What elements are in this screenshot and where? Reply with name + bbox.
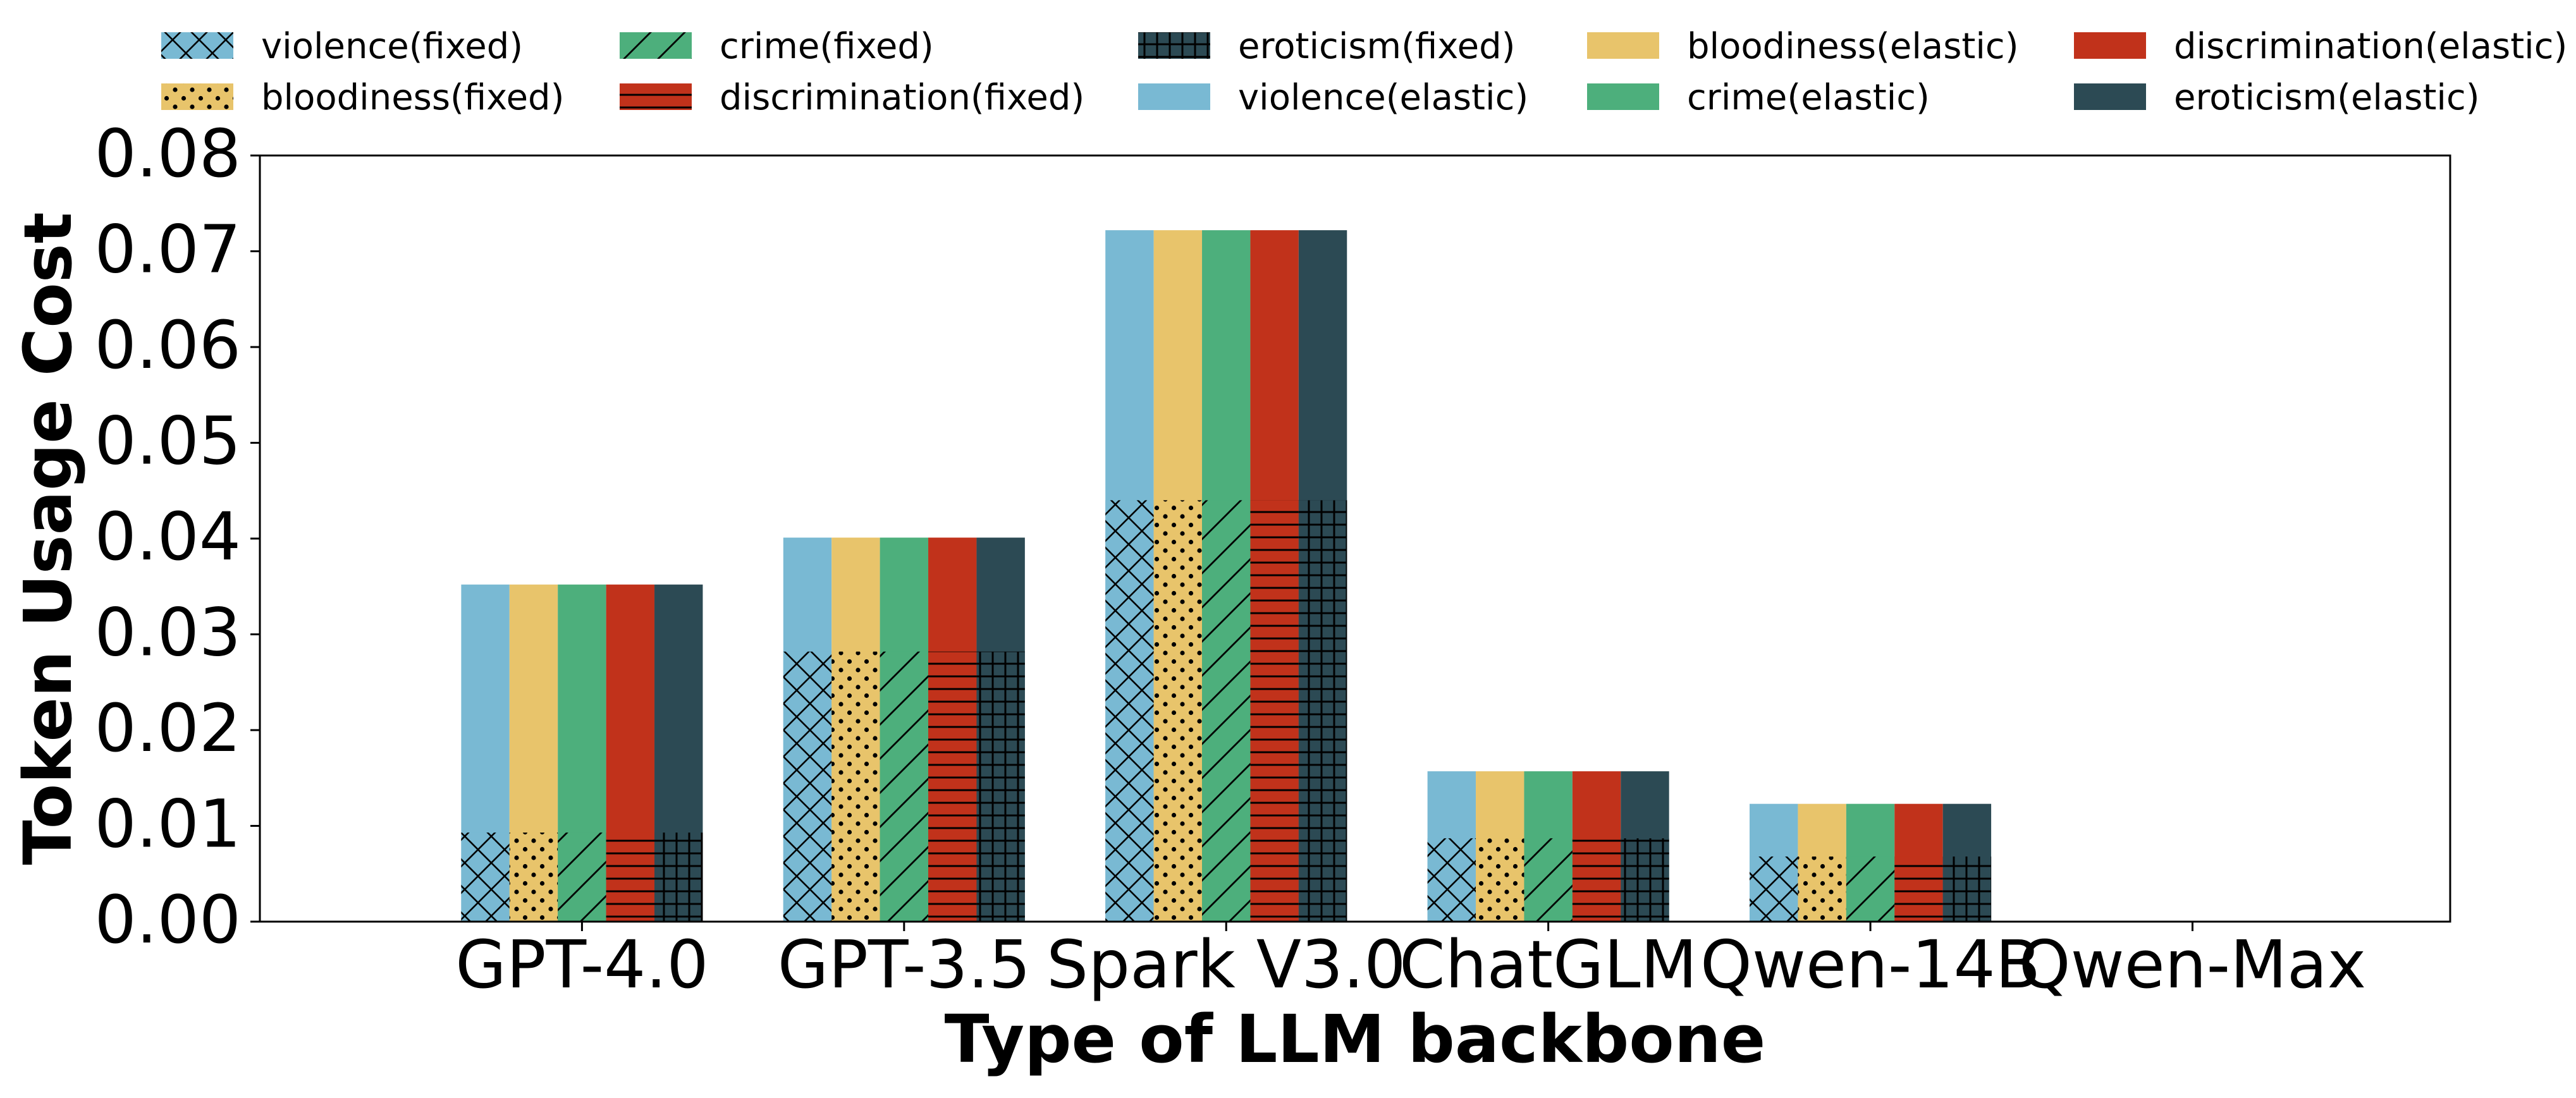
eroticism-fixed-bar-qwen-14b-hatch [1942, 856, 1992, 922]
y-tick-label: 0.00 [94, 881, 241, 958]
crime-fixed-bar-qwen-14b-hatch [1846, 856, 1895, 922]
eroticism-fixed-bar-gpt-3-5-hatch [976, 651, 1025, 922]
legend-item-discrimination-fixed: discrimination(fixed) [620, 77, 1084, 118]
legend-swatch [1587, 83, 1659, 110]
bars-layer [461, 230, 1992, 922]
x-axis-title: Type of LLM backbone [945, 1001, 1766, 1078]
x-tick-label-chatglm: ChatGLM [1399, 926, 1697, 1003]
legend-item-violence-fixed: violence(fixed) [161, 26, 523, 67]
violence-fixed-bar-chatglm-hatch [1427, 838, 1476, 922]
legend-label: crime(elastic) [1687, 77, 1930, 118]
legend-label: discrimination(elastic) [2174, 26, 2567, 67]
x-tick-label-spark-v3-0: Spark V3.0 [1046, 926, 1406, 1003]
discrimination-fixed-bar-spark-v3-0-hatch [1250, 500, 1299, 922]
legend-swatch-hatch [161, 83, 233, 110]
crime-fixed-bar-gpt-4-0-hatch [558, 833, 606, 922]
x-tick-label-qwen-max: Qwen-Max [2019, 926, 2366, 1003]
legend-swatch [1138, 83, 1210, 110]
legend-label: violence(fixed) [261, 26, 523, 67]
violence-fixed-bar-qwen-14b-hatch [1750, 856, 1798, 922]
legend-label: crime(fixed) [720, 26, 934, 67]
y-tick-label: 0.05 [94, 403, 241, 480]
violence-fixed-bar-spark-v3-0-hatch [1105, 500, 1154, 922]
y-tick-label: 0.06 [94, 307, 241, 384]
legend-item-discrimination-elastic: discrimination(elastic) [2074, 26, 2567, 67]
discrimination-fixed-bar-qwen-14b-hatch [1894, 856, 1943, 922]
legend-item-bloodiness-elastic: bloodiness(elastic) [1587, 26, 2019, 67]
y-tick-label: 0.01 [94, 786, 241, 863]
bloodiness-fixed-bar-spark-v3-0-hatch [1153, 500, 1203, 922]
legend-item-bloodiness-fixed: bloodiness(fixed) [161, 77, 564, 118]
legend-label: eroticism(fixed) [1238, 26, 1515, 67]
legend: violence(fixed) bloodiness(fixed) crime(fi… [161, 26, 2567, 118]
legend-item-eroticism-fixed: eroticism(fixed) [1138, 26, 1515, 67]
eroticism-fixed-bar-chatglm-hatch [1621, 838, 1669, 922]
bloodiness-fixed-bar-gpt-4-0-hatch [509, 833, 558, 922]
legend-item-violence-elastic: violence(elastic) [1138, 77, 1528, 118]
x-tick-label-gpt-4-0: GPT-4.0 [455, 926, 708, 1003]
bloodiness-fixed-bar-qwen-14b-hatch [1798, 856, 1846, 922]
discrimination-fixed-bar-chatglm-hatch [1572, 838, 1621, 922]
crime-fixed-bar-chatglm-hatch [1524, 838, 1573, 922]
bloodiness-fixed-bar-gpt-3-5-hatch [831, 651, 880, 922]
eroticism-fixed-bar-gpt-4-0-hatch [654, 833, 703, 922]
legend-label: bloodiness(elastic) [1687, 26, 2019, 67]
x-tick-label-qwen-14b: Qwen-14B [1700, 926, 2040, 1003]
legend-swatch-hatch [1138, 32, 1210, 59]
y-tick-label: 0.02 [94, 690, 241, 767]
legend-label: violence(elastic) [1238, 77, 1528, 118]
y-tick-label: 0.08 [94, 115, 241, 192]
legend-item-eroticism-elastic: eroticism(elastic) [2074, 77, 2480, 118]
legend-swatch [1587, 32, 1659, 59]
legend-label: eroticism(elastic) [2174, 77, 2480, 118]
discrimination-fixed-bar-gpt-3-5-hatch [928, 651, 977, 922]
crime-fixed-bar-gpt-3-5-hatch [880, 651, 929, 922]
legend-item-crime-elastic: crime(elastic) [1587, 77, 1930, 118]
y-tick-label: 0.07 [94, 211, 241, 288]
legend-swatch-hatch [161, 32, 233, 59]
legend-swatch [2074, 32, 2146, 59]
legend-swatch [2074, 83, 2146, 110]
legend-item-crime-fixed: crime(fixed) [620, 26, 934, 67]
y-axis-title: Token Usage Cost [9, 212, 87, 865]
x-tick-label-gpt-3-5: GPT-3.5 [778, 926, 1031, 1003]
violence-fixed-bar-gpt-3-5-hatch [783, 651, 832, 922]
violence-fixed-bar-gpt-4-0-hatch [461, 833, 510, 922]
y-axis: 0.00 0.01 0.02 0.03 0.04 0.05 0.06 0.07 0.08 [94, 115, 260, 958]
crime-fixed-bar-spark-v3-0-hatch [1202, 500, 1251, 922]
discrimination-fixed-bar-gpt-4-0-hatch [606, 833, 655, 922]
y-tick-label: 0.04 [94, 498, 241, 575]
legend-label: discrimination(fixed) [720, 77, 1084, 118]
y-tick-label: 0.03 [94, 594, 241, 671]
legend-swatch-hatch [620, 83, 692, 110]
legend-label: bloodiness(fixed) [261, 77, 564, 118]
bloodiness-fixed-bar-chatglm-hatch [1476, 838, 1524, 922]
legend-swatch-hatch [620, 32, 692, 59]
eroticism-fixed-bar-spark-v3-0-hatch [1298, 500, 1347, 922]
